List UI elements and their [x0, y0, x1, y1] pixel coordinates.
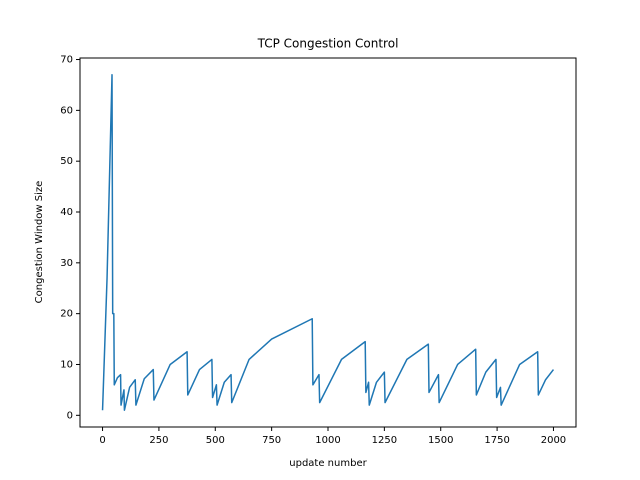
x-tick-label: 1500 [428, 435, 453, 446]
x-tick-label: 1250 [372, 435, 397, 446]
y-tick-label: 30 [60, 258, 73, 269]
y-tick-label: 60 [60, 105, 73, 116]
x-tick-label: 1000 [315, 435, 340, 446]
y-tick-label: 40 [60, 207, 73, 218]
x-tick-label: 750 [262, 435, 281, 446]
chart-title: TCP Congestion Control [257, 37, 399, 51]
y-axis-label: Congestion Window Size [34, 181, 45, 304]
x-tick-label: 1750 [484, 435, 509, 446]
x-axis-label: update number [289, 458, 367, 469]
x-tick-label: 250 [149, 435, 168, 446]
y-tick-label: 70 [60, 55, 73, 66]
y-tick-label: 0 [67, 410, 73, 421]
x-tick-label: 2000 [541, 435, 566, 446]
y-tick-label: 20 [60, 309, 73, 320]
line-series [101, 74, 555, 411]
y-tick-label: 10 [60, 359, 73, 370]
y-tick-label: 50 [60, 156, 73, 167]
x-tick-label: 0 [99, 435, 105, 446]
x-tick-label: 500 [206, 435, 225, 446]
plot-frame [79, 57, 577, 428]
